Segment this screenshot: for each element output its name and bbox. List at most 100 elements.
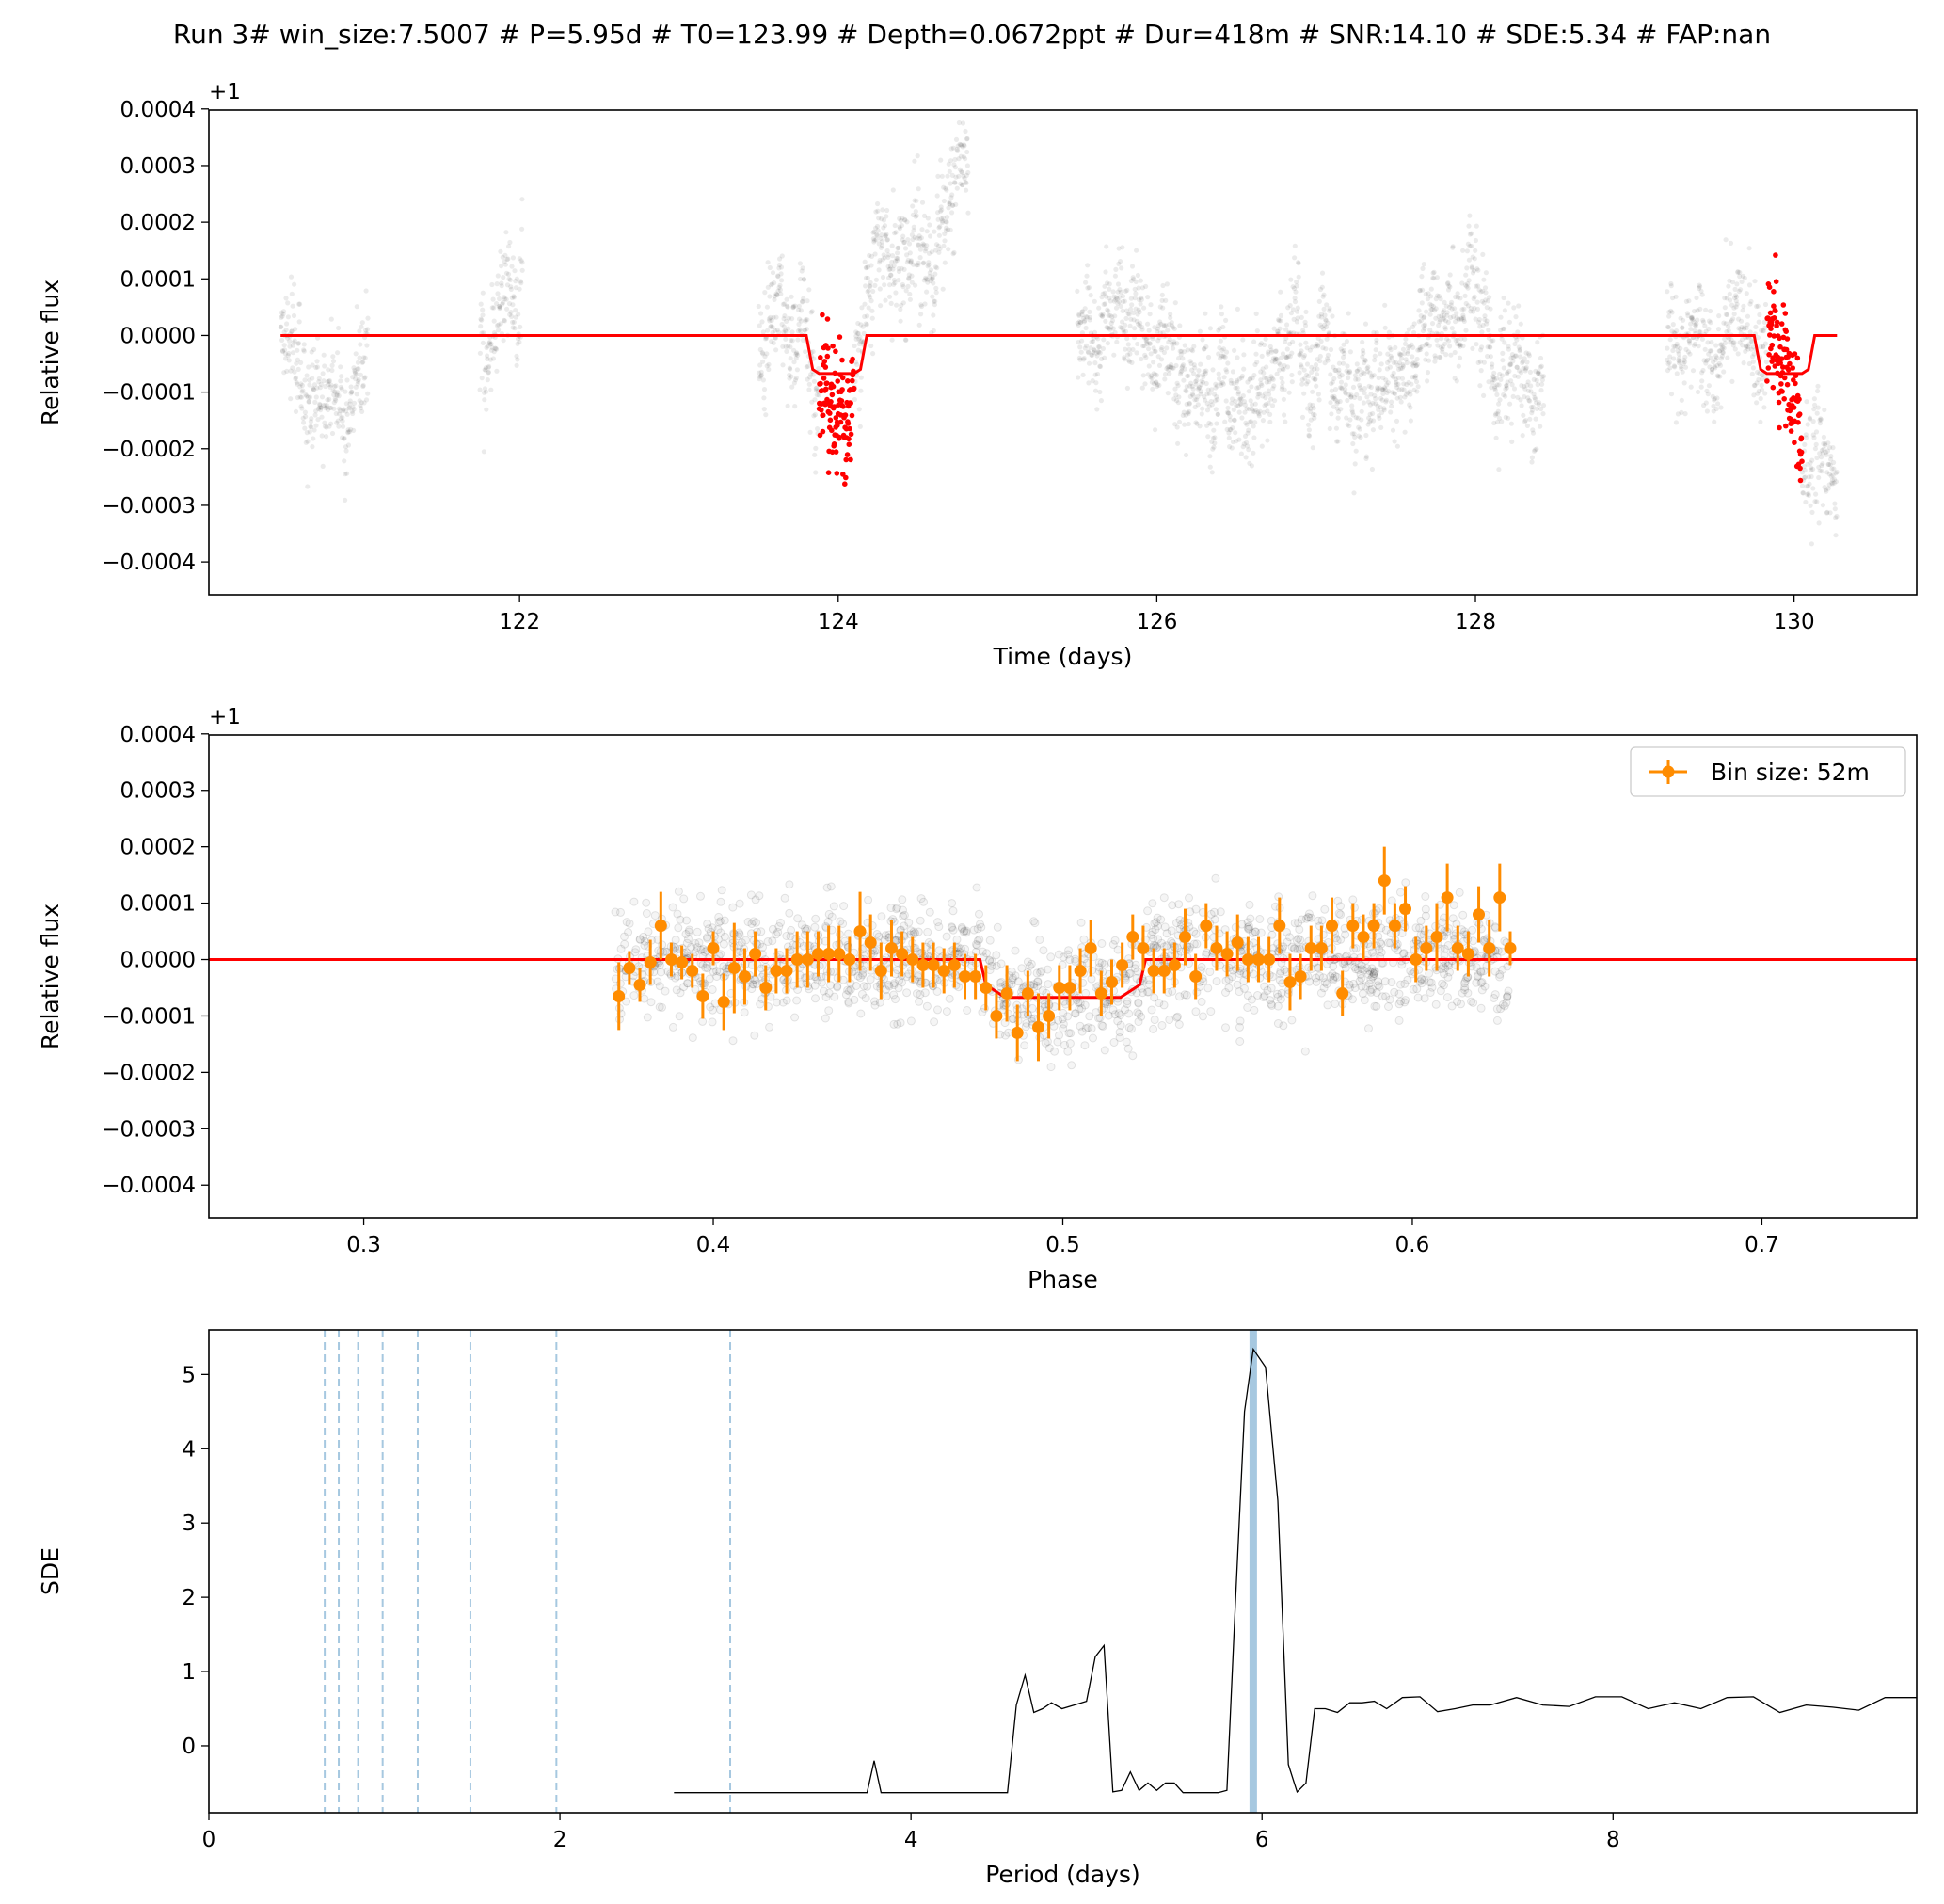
flux-point xyxy=(1455,341,1460,346)
flux-point xyxy=(1373,401,1378,407)
flux-point xyxy=(1504,383,1509,389)
flux-point xyxy=(1111,298,1117,304)
flux-point xyxy=(1822,485,1827,490)
flux-point xyxy=(489,344,495,350)
flux-point xyxy=(1210,446,1216,452)
flux-point xyxy=(1279,386,1284,392)
flux-point xyxy=(478,316,484,322)
flux-point xyxy=(1356,433,1362,439)
flux-point xyxy=(1350,412,1356,418)
flux-point xyxy=(1075,288,1080,294)
flux-point xyxy=(1454,315,1459,321)
phase-point xyxy=(701,963,710,972)
flux-point xyxy=(895,250,900,256)
phase-point xyxy=(955,948,964,956)
phase-point xyxy=(982,949,991,958)
phase-point xyxy=(1336,935,1346,944)
flux-point xyxy=(1690,368,1697,374)
flux-point xyxy=(1734,281,1740,287)
flux-point xyxy=(781,316,787,322)
flux-point xyxy=(1529,410,1535,416)
phase-point xyxy=(1320,904,1330,914)
flux-point xyxy=(889,243,895,248)
flux-point xyxy=(1751,351,1757,357)
flux-point xyxy=(1319,284,1325,290)
flux-point xyxy=(289,328,295,334)
flux-point xyxy=(1382,302,1388,308)
flux-point xyxy=(803,317,808,323)
flux-point xyxy=(1824,509,1830,516)
flux-point xyxy=(897,226,903,232)
flux-point xyxy=(1080,315,1086,321)
flux-point xyxy=(795,328,802,334)
phase-point xyxy=(1151,925,1160,935)
phase-point xyxy=(830,992,839,1001)
flux-point xyxy=(944,219,949,225)
flux-point xyxy=(1224,409,1230,415)
flux-point xyxy=(1492,385,1498,391)
flux-point xyxy=(961,173,966,179)
flux-point xyxy=(1529,459,1535,465)
flux-point xyxy=(1240,337,1246,343)
flux-point xyxy=(287,344,293,349)
flux-point xyxy=(1426,291,1431,296)
flux-point xyxy=(359,320,365,326)
flux-point xyxy=(1530,404,1536,409)
flux-point xyxy=(1198,361,1203,367)
binned-point xyxy=(739,970,751,983)
flux-point xyxy=(949,202,955,208)
phase-point xyxy=(978,1008,987,1016)
flux-point xyxy=(1305,406,1311,411)
phase-point xyxy=(915,997,924,1006)
flux-point xyxy=(1241,399,1248,405)
flux-point xyxy=(1424,309,1429,314)
flux-point xyxy=(1481,392,1487,398)
flux-point xyxy=(1762,341,1768,346)
flux-point xyxy=(1732,295,1738,301)
flux-point xyxy=(1476,316,1482,323)
flux-point xyxy=(1363,432,1369,439)
flux-point xyxy=(1830,472,1836,478)
flux-point xyxy=(947,200,952,207)
flux-point xyxy=(1383,399,1389,405)
binned-point xyxy=(613,990,626,1002)
flux-point xyxy=(770,270,776,276)
flux-point xyxy=(1810,432,1816,438)
flux-point xyxy=(1362,386,1367,392)
phase-point xyxy=(708,923,717,933)
flux-point xyxy=(1155,323,1161,328)
flux-point xyxy=(1123,288,1128,294)
flux-point xyxy=(787,376,792,381)
flux-point xyxy=(1365,422,1371,427)
flux-point xyxy=(1824,510,1830,516)
flux-point xyxy=(925,280,931,285)
phase-fold-panel: 0.3 0.4 0.5 0.6 0.7−0.0004−0.0003−0.0002−0.0… xyxy=(37,705,1918,1293)
flux-point xyxy=(1331,393,1337,399)
flux-point xyxy=(1471,309,1476,314)
flux-point xyxy=(1700,319,1707,325)
phase-point xyxy=(1080,1041,1090,1050)
flux-point xyxy=(1103,269,1108,275)
flux-point xyxy=(321,352,327,358)
phase-point xyxy=(1369,971,1378,981)
flux-point xyxy=(1301,391,1307,396)
flux-point xyxy=(1742,275,1747,280)
flux-point xyxy=(854,330,861,336)
phase-point xyxy=(1165,1016,1174,1024)
flux-point xyxy=(1225,405,1231,410)
flux-point xyxy=(781,329,787,335)
flux-point xyxy=(1517,348,1522,354)
flux-point xyxy=(1686,338,1692,344)
flux-point xyxy=(327,384,333,390)
flux-point xyxy=(1092,360,1098,366)
flux-point xyxy=(1132,296,1138,301)
flux-point xyxy=(1307,402,1313,408)
flux-point xyxy=(1758,395,1763,402)
flux-point xyxy=(323,402,328,408)
flux-point xyxy=(1396,387,1402,392)
flux-point xyxy=(890,266,896,272)
flux-point xyxy=(902,216,908,222)
flux-point xyxy=(784,303,790,309)
flux-point xyxy=(1425,378,1430,384)
flux-point xyxy=(1107,298,1113,304)
